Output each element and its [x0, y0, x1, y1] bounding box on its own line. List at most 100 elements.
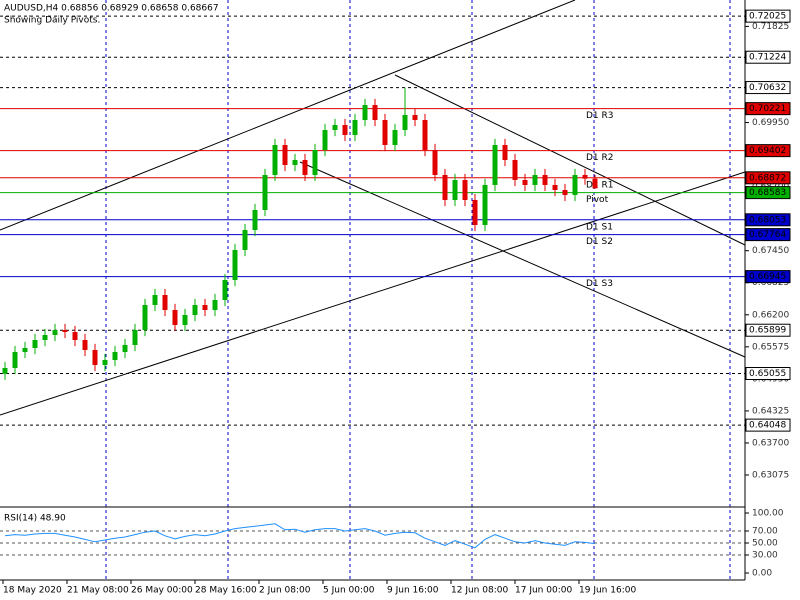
price-box-label: 0.72025 [749, 12, 786, 22]
rsi-title: RSI(14) 48.90 [4, 514, 66, 524]
candle-body [22, 348, 28, 353]
rsi-line [4, 523, 596, 549]
y-tick-label: 0.63075 [752, 471, 789, 481]
candle-body [532, 174, 538, 185]
candle-body [72, 332, 78, 341]
price-box-label: 0.65055 [749, 369, 786, 379]
trend-line [0, 171, 746, 416]
candle-body [322, 130, 328, 151]
candle-body [182, 314, 188, 325]
price-box [745, 228, 791, 242]
candle-body [192, 304, 198, 315]
price-box [745, 9, 791, 23]
price-box-label: 0.69402 [749, 146, 786, 156]
candle-body [232, 249, 238, 280]
chart-subtitle: Showing Daily Pivots. [4, 16, 100, 26]
rsi-tick-label: 70.00 [752, 527, 778, 537]
candle-body [132, 330, 138, 345]
pivot-name: D1 R3 [586, 111, 614, 121]
pivot-name: D1 S2 [586, 237, 613, 247]
candle-body [572, 174, 578, 195]
x-tick-label: 18 May 2020 [3, 586, 62, 596]
candle-body [482, 184, 488, 226]
y-tick-label: 0.71825 [752, 22, 789, 32]
candle-body [332, 124, 338, 131]
candle-body [432, 150, 438, 175]
candle-body [42, 334, 48, 341]
candle-body [242, 229, 248, 250]
trend-line [299, 161, 746, 358]
candle-body [202, 304, 208, 311]
chart-title: AUDUSD,H4 0.68856 0.68929 0.68658 0.6866… [4, 4, 219, 14]
rsi-tick-label: 100.00 [752, 509, 784, 519]
price-box-label: 0.70221 [749, 104, 786, 114]
candle-body [402, 114, 408, 131]
candle-body [152, 295, 158, 305]
candle-body [142, 304, 148, 331]
price-box-label: 0.65899 [749, 326, 786, 336]
x-tick-label: 12 Jun 08:00 [451, 586, 508, 596]
x-tick-label: 21 May 08:00 [67, 586, 129, 596]
price-box-label: 0.67764 [749, 230, 786, 240]
price-box [745, 186, 791, 200]
y-tick-label: 0.65575 [752, 342, 789, 352]
candle-body [592, 178, 598, 189]
candle-body [52, 330, 58, 335]
price-box-label: 0.64048 [749, 421, 786, 431]
pivot-name: D1 R2 [586, 153, 614, 163]
price-box [745, 102, 791, 116]
candle-body [352, 120, 358, 135]
price-box-label: 0.68583 [749, 188, 786, 198]
candle-body [102, 360, 108, 365]
candle-body [282, 144, 288, 165]
plot-background [0, 0, 745, 580]
candle-body [582, 174, 588, 179]
trend-line [394, 74, 746, 246]
candle-body [212, 300, 218, 311]
x-tick-label: 28 May 16:00 [195, 586, 257, 596]
candle-body [452, 180, 458, 201]
x-tick-label: 2 Jun 08:00 [259, 586, 311, 596]
y-tick-label: 0.66200 [752, 310, 789, 320]
x-tick-label: 9 Jun 16:00 [387, 586, 439, 596]
vertical-grid [105, 0, 731, 580]
candle-body [302, 160, 308, 175]
candle-body [412, 114, 418, 121]
data-layer: D1 R3 D1 R2 D1 R1 Pivot D1 S1 D1 S2 D1 S3 [0, 15, 745, 426]
price-box [745, 418, 791, 432]
price-box [745, 323, 791, 337]
y-tick-label: 0.64325 [752, 406, 789, 416]
candle-body [312, 150, 318, 175]
price-box [745, 50, 791, 64]
candle-body [12, 352, 18, 369]
candle-body [112, 352, 118, 361]
rsi-tick-label: 30.00 [752, 551, 778, 561]
candle-body [462, 180, 468, 201]
price-box [745, 171, 791, 185]
price-box [745, 270, 791, 284]
candle-body [292, 160, 298, 165]
rsi-tick-label: 0.00 [752, 569, 772, 579]
price-box [745, 213, 791, 227]
candle-body [562, 190, 568, 195]
x-tick-label: 5 Jun 00:00 [323, 586, 375, 596]
candle-body [82, 340, 88, 351]
candle-body [392, 130, 398, 145]
candle-body [62, 330, 68, 333]
candle-body [362, 104, 368, 121]
rsi-tick-label: 50.00 [752, 539, 778, 549]
candle-body [442, 174, 448, 201]
candle-body [542, 174, 548, 185]
price-box [745, 144, 791, 158]
candle-body [502, 144, 508, 161]
x-tick-label: 26 May 00:00 [131, 586, 193, 596]
candle-body [32, 340, 38, 349]
pivot-name: D1 S1 [586, 222, 613, 232]
candle-body [272, 144, 278, 175]
price-box [745, 81, 791, 95]
x-tick-label: 17 Jun 00:00 [515, 586, 572, 596]
candle-body [262, 174, 268, 210]
candle-body [372, 104, 378, 121]
